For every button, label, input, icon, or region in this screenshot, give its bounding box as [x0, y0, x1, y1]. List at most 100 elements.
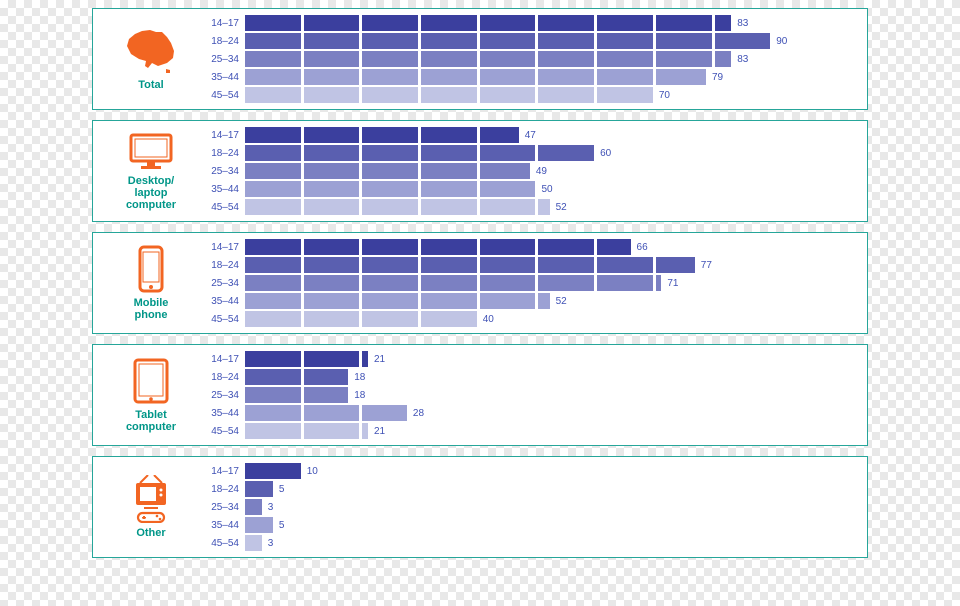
bar-row: 35–44 52: [201, 293, 859, 309]
bar-track: 79: [245, 69, 859, 85]
age-label: 45–54: [201, 426, 245, 437]
bar-track: 3: [245, 535, 859, 551]
bar-segments: [245, 69, 706, 85]
bar-row: 25–34 3: [201, 499, 859, 515]
bar-segment-partial: [480, 127, 519, 143]
bar-segment: [538, 257, 594, 273]
bar-track: 49: [245, 163, 859, 179]
bar-row: 35–44 28: [201, 405, 859, 421]
bar-segments: [245, 163, 530, 179]
bar-segment: [304, 199, 360, 215]
bar-segment: [245, 351, 301, 367]
value-label: 21: [368, 426, 385, 437]
age-label: 18–24: [201, 148, 245, 159]
bar-segment: [597, 33, 653, 49]
bar-track: 5: [245, 481, 859, 497]
bar-segment: [304, 51, 360, 67]
bar-segment: [421, 239, 477, 255]
bar-segment: [304, 163, 360, 179]
value-label: 49: [530, 166, 547, 177]
value-label: 52: [550, 296, 567, 307]
bar-segment: [245, 239, 301, 255]
bar-segment: [362, 51, 418, 67]
bar-track: 52: [245, 199, 859, 215]
bar-segments: [245, 239, 631, 255]
bar-segment: [245, 15, 301, 31]
bar-segment: [245, 423, 301, 439]
bar-segment: [421, 69, 477, 85]
bar-segment: [421, 311, 477, 327]
bar-segments: [245, 423, 368, 439]
age-label: 45–54: [201, 202, 245, 213]
bar-track: 10: [245, 463, 859, 479]
value-label: 3: [262, 502, 274, 513]
bar-segment: [304, 181, 360, 197]
panel-label: Desktop/ laptop computer: [126, 175, 176, 211]
bar-segment: [245, 69, 301, 85]
bar-segments: [245, 535, 262, 551]
bar-segments: [245, 293, 550, 309]
panel-left: Desktop/ laptop computer: [101, 131, 201, 211]
age-label: 25–34: [201, 278, 245, 289]
value-label: 50: [535, 184, 552, 195]
panel-left: Total: [101, 27, 201, 91]
bar-track: 60: [245, 145, 859, 161]
bar-track: 66: [245, 239, 859, 255]
panel-tablet: Tablet computer14–172118–241825–341835–4…: [92, 344, 868, 446]
value-label: 3: [262, 538, 274, 549]
bar-track: 50: [245, 181, 859, 197]
bar-segment: [304, 275, 360, 291]
value-label: 40: [477, 314, 494, 325]
bar-segments: [245, 51, 731, 67]
bar-segment: [362, 275, 418, 291]
bar-segment: [480, 257, 536, 273]
age-label: 14–17: [201, 242, 245, 253]
bar-segment-partial: [245, 499, 262, 515]
bar-segment: [538, 275, 594, 291]
bar-segment: [656, 15, 712, 31]
age-label: 35–44: [201, 408, 245, 419]
bar-segments: [245, 145, 594, 161]
bar-row: 35–445: [201, 517, 859, 533]
bar-segment: [304, 33, 360, 49]
age-label: 35–44: [201, 296, 245, 307]
bar-segment: [304, 127, 360, 143]
bar-row: 25–3483: [201, 51, 859, 67]
bar-segments: [245, 127, 519, 143]
bar-segments: [245, 87, 653, 103]
panel-left: Mobile phone: [101, 245, 201, 321]
panel-left: Other: [101, 475, 201, 539]
bar-segment: [421, 275, 477, 291]
age-label: 25–34: [201, 502, 245, 513]
bar-rows: 14–174718–246025–344935–445045–5452: [201, 127, 859, 215]
bar-track: 77: [245, 257, 859, 273]
value-label: 5: [273, 520, 285, 531]
bar-segment: [245, 257, 301, 273]
bar-track: 90: [245, 33, 859, 49]
bar-row: 18–2477: [201, 257, 859, 273]
bar-rows: 14–172118–241825–341835–442845–5421: [201, 351, 859, 439]
bar-rows: 14–171018–24525–34335–44545–543: [201, 463, 859, 551]
bar-segments: [245, 311, 477, 327]
value-label: 28: [407, 408, 424, 419]
bar-segment-partial: [304, 369, 349, 385]
bar-segments: [245, 463, 301, 479]
bar-row: 18–2490: [201, 33, 859, 49]
age-label: 18–24: [201, 36, 245, 47]
bar-segment: [362, 239, 418, 255]
bar-segment-partial: [362, 405, 407, 421]
bar-row: 18–2460: [201, 145, 859, 161]
bar-row: 25–3471: [201, 275, 859, 291]
bar-segment-partial: [597, 239, 630, 255]
bar-segment-partial: [245, 535, 262, 551]
bar-segment: [245, 87, 301, 103]
bar-row: 18–2418: [201, 369, 859, 385]
bar-segment-partial: [304, 387, 349, 403]
bar-segment: [304, 15, 360, 31]
bar-segments: [245, 387, 348, 403]
bar-segment: [597, 257, 653, 273]
bar-segment-partial: [245, 481, 273, 497]
bar-segment: [480, 293, 536, 309]
bar-segment: [304, 293, 360, 309]
bar-segment: [362, 199, 418, 215]
